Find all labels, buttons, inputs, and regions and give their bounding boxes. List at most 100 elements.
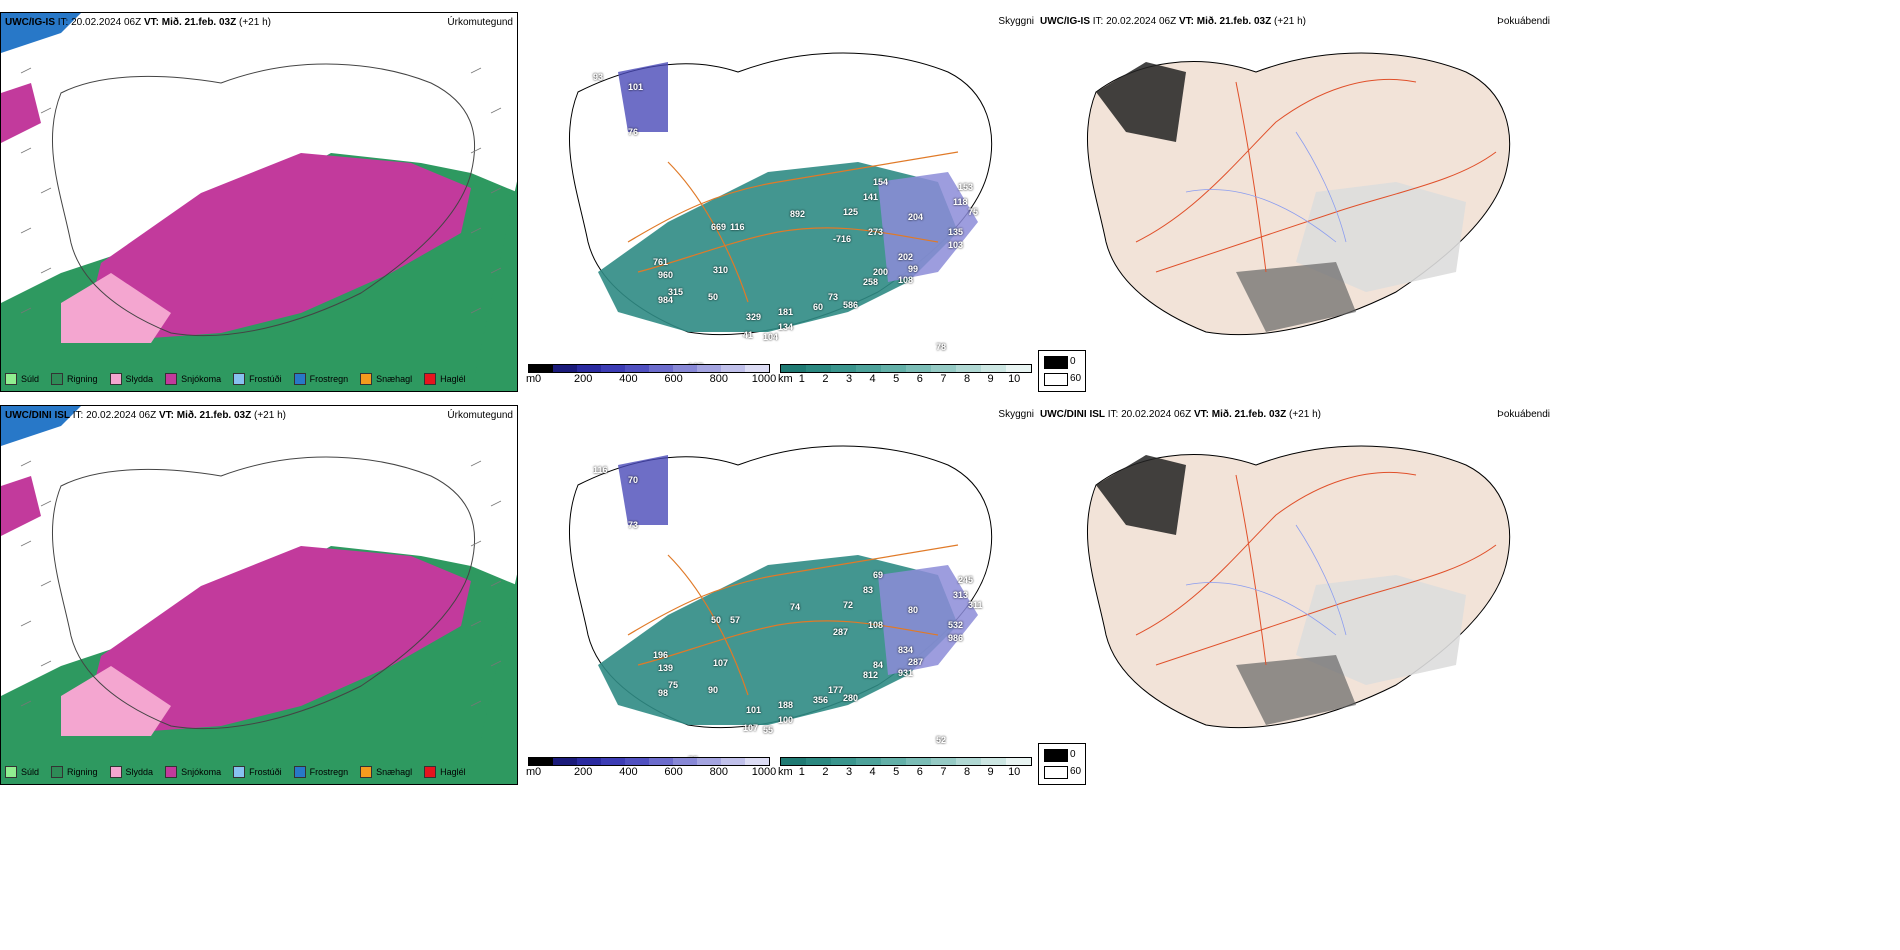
visibility-value: 100 xyxy=(778,715,794,725)
visibility-value: 50 xyxy=(711,615,722,625)
visibility-value: 135 xyxy=(948,227,964,237)
legend-label: Frostregn xyxy=(309,374,349,384)
visibility-value: 834 xyxy=(898,645,914,655)
visibility-value: 196 xyxy=(653,650,669,660)
legend-swatch xyxy=(5,766,17,778)
visibility-value: 70 xyxy=(628,475,639,485)
fog-key-swatch-0 xyxy=(1044,749,1068,762)
colorbar-tick: 7 xyxy=(940,373,947,385)
visibility-value: 532 xyxy=(948,620,964,630)
fog-valid-time: Mið. 21.feb. 03Z xyxy=(1211,409,1287,420)
colorbar-tick: 6 xyxy=(916,766,923,778)
visibility-value: 181 xyxy=(778,307,794,317)
precip-legend: Súld Rigning Slydda Snjókoma Frostúði Frostre… xyxy=(5,766,466,778)
fog-map xyxy=(1086,445,1511,729)
visibility-value: 75 xyxy=(968,207,979,217)
colorbar-tick: 9 xyxy=(987,766,994,778)
colorbar-tick: 1000 xyxy=(751,766,777,778)
visibility-panel: Skyggni 116 70 73 69 83 72 74 50 57 108 287 80 245 31… xyxy=(518,405,1036,785)
height-colorbar-strip xyxy=(528,757,770,766)
legend-label: Haglél xyxy=(440,767,466,777)
visibility-value: 761 xyxy=(653,257,669,267)
visibility-value: 812 xyxy=(863,670,879,680)
valid-time-label: VT: xyxy=(143,17,159,28)
km-colorbar: km 1 2 3 4 5 6 7 8 9 10 xyxy=(778,364,1032,390)
colorbar-tick: 600 xyxy=(664,766,683,778)
legend-swatch xyxy=(51,766,64,778)
legend-label: Snjókoma xyxy=(181,767,222,777)
colorbar-tick: 0 xyxy=(534,766,542,778)
colorbar-tick: 3 xyxy=(845,766,853,778)
legend-item-0: Súld xyxy=(5,766,39,778)
legend-swatch xyxy=(233,373,246,385)
legend-item-3: Snjókoma xyxy=(165,373,221,385)
fog-model-name: UWC/IG-IS xyxy=(1040,16,1090,27)
km-colorbar: km 1 2 3 4 5 6 7 8 9 10 xyxy=(778,757,1032,783)
visibility-value: 258 xyxy=(863,277,879,287)
colorbar-tick: 0 xyxy=(534,373,542,385)
visibility-value: 116 xyxy=(593,465,608,475)
visibility-value: 84 xyxy=(873,660,884,670)
legend-swatch xyxy=(293,766,306,778)
visibility-value: 154 xyxy=(873,177,889,187)
fog-lead-time: (+21 h) xyxy=(1274,16,1306,27)
colorbar-tick: 200 xyxy=(574,373,593,385)
legend-swatch xyxy=(360,766,373,778)
visibility-value: 104 xyxy=(763,332,779,342)
legend-label: Rigning xyxy=(67,374,98,384)
legend-item-1: Rigning xyxy=(51,766,98,778)
legend-item-2: Slydda xyxy=(109,766,153,778)
visibility-value: 984 xyxy=(658,295,674,305)
colorbar-tick: 8 xyxy=(963,766,971,778)
legend-swatch xyxy=(293,373,306,385)
colorbar-tick: 2 xyxy=(822,373,829,385)
visibility-value: 57 xyxy=(730,615,741,625)
colorbar-tick: 800 xyxy=(709,373,728,385)
model-header: UWC/DINI ISL IT: 20.02.2024 06Z VT: Mið.… xyxy=(5,410,286,421)
valid-time-label: VT: xyxy=(158,410,174,421)
visibility-value: 73 xyxy=(628,520,639,530)
visibility-value: 80 xyxy=(908,605,919,615)
fog-key-swatch-0 xyxy=(1044,356,1068,369)
colorbar-tick: 10 xyxy=(1008,373,1021,385)
visibility-value: 93 xyxy=(593,72,604,82)
legend-swatch xyxy=(5,373,17,385)
colorbar-tick: 6 xyxy=(916,373,923,385)
visibility-value: 101 xyxy=(628,82,644,92)
visibility-value: 202 xyxy=(898,252,914,262)
visibility-value: 101 xyxy=(746,705,762,715)
visibility-value: 125 xyxy=(843,207,859,217)
colorbar-tick: 7 xyxy=(940,766,947,778)
fog-model-header: UWC/IG-IS IT: 20.02.2024 06Z VT: Mið. 21… xyxy=(1040,16,1306,27)
visibility-value: 892 xyxy=(790,209,806,219)
fog-init-time: IT: 20.02.2024 06Z xyxy=(1092,16,1177,27)
visibility-panel: Skyggni 93 101 76 154 141 125 892 669 116 273 -716… xyxy=(518,12,1036,392)
visibility-value: -716 xyxy=(833,234,852,244)
fog-model-header: UWC/DINI ISL IT: 20.02.2024 06Z VT: Mið.… xyxy=(1040,409,1321,420)
visibility-map xyxy=(568,52,993,336)
visibility-value: 76 xyxy=(628,127,639,137)
colorbar-tick: 200 xyxy=(574,766,593,778)
height-colorbar: m 0 200 400 600 800 1000 xyxy=(526,757,776,783)
legend-item-7: Haglél xyxy=(424,373,466,385)
legend-label: Snæhagl xyxy=(376,374,413,384)
colorbar-tick: 4 xyxy=(869,766,876,778)
legend-label: Frostregn xyxy=(309,767,349,777)
legend-item-7: Haglél xyxy=(424,766,466,778)
model-header: UWC/IG-IS IT: 20.02.2024 06Z VT: Mið. 21… xyxy=(5,17,271,28)
visibility-value: 586 xyxy=(843,300,859,310)
precip-type-map xyxy=(1,406,517,784)
fog-key-swatch-1 xyxy=(1044,766,1068,779)
colorbar-tick: 9 xyxy=(987,373,994,385)
height-colorbar-unit: m xyxy=(526,766,536,778)
visibility-value: 153 xyxy=(958,182,974,192)
model-name: UWC/IG-IS xyxy=(5,17,55,28)
colorbar-tick: 1 xyxy=(798,373,805,385)
visibility-value: 75 xyxy=(668,680,679,690)
km-colorbar-unit: km xyxy=(778,373,793,385)
colorbar-tick: 8 xyxy=(963,373,971,385)
fog-valid-time-label: VT: xyxy=(1178,16,1194,27)
legend-item-4: Frostúði xyxy=(233,766,282,778)
legend-swatch xyxy=(109,373,122,385)
visibility-value: 356 xyxy=(813,695,829,705)
